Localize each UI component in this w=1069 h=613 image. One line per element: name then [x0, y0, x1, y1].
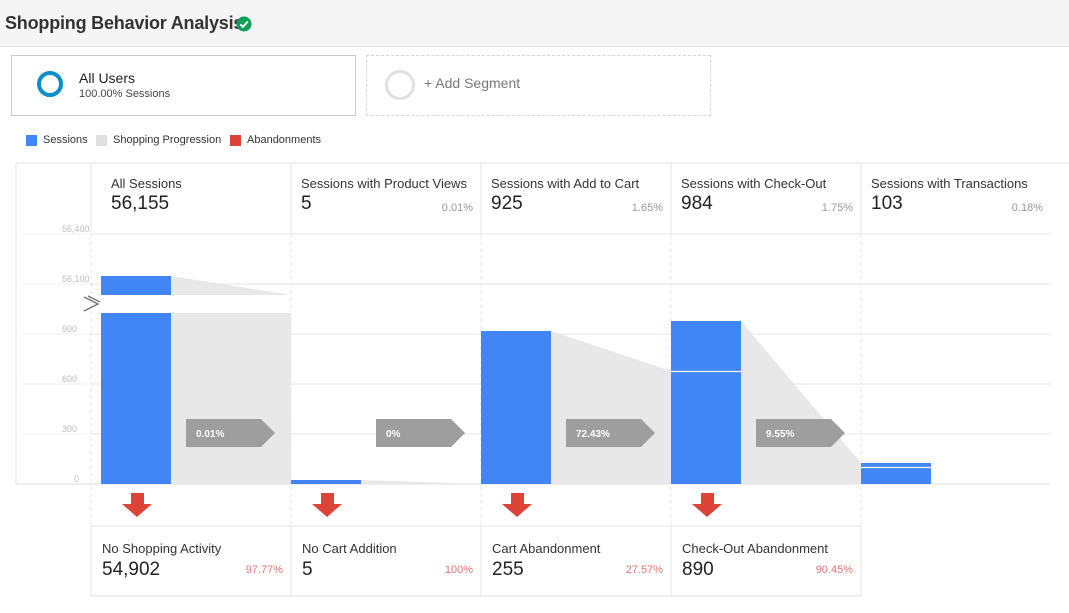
abandonment-label: No Cart Addition	[302, 541, 397, 556]
bar-check-out	[671, 321, 741, 484]
legend-progression-swatch	[96, 134, 107, 146]
abandonment-label: Cart Abandonment	[492, 541, 601, 556]
progression-arrow: 72.43%	[566, 419, 655, 447]
abandonment-arrow-icon	[312, 493, 342, 517]
legend-sessions: Sessions	[26, 134, 88, 146]
progression-rate: 9.55%	[766, 429, 794, 440]
y-tick-label: 600	[62, 374, 77, 384]
add-segment-label: + Add Segment	[424, 75, 521, 91]
legend-progression: Shopping Progression	[96, 134, 221, 146]
progression-arrow-shape	[566, 419, 655, 447]
bar-product-views	[291, 480, 361, 484]
abandonment-percent: 27.57%	[625, 564, 663, 576]
stage-label: Sessions with Add to Cart	[491, 176, 640, 191]
abandonment-arrow-icon	[502, 493, 532, 517]
stage-all-sessions[interactable]: All Sessions 56,155	[111, 176, 291, 215]
progression-area	[171, 313, 291, 484]
progression-arrow-shape	[186, 419, 275, 447]
y-tick-label: 300	[62, 424, 77, 434]
segment-ring-icon	[37, 71, 63, 97]
empty-segment-ring-icon	[385, 70, 415, 100]
progression-arrow-shape	[376, 419, 465, 447]
y-axis: 56,400 56,100 900 600 300 0	[62, 224, 90, 484]
stage-value: 56,155	[111, 193, 170, 214]
stage-label: Sessions with Transactions	[871, 176, 1028, 191]
stage-add-to-cart[interactable]: Sessions with Add to Cart 925 1.65%	[491, 176, 671, 215]
check-circle-icon	[236, 16, 252, 32]
progression-arrow-shape	[756, 419, 845, 447]
y-tick-label: 56,400	[62, 224, 90, 234]
progression-area	[171, 276, 291, 295]
abandonment-percent: 90.45%	[815, 564, 853, 576]
stage-percent: 0.18%	[1011, 202, 1043, 214]
abandonment-arrow-icon	[692, 493, 722, 517]
abandonment-label: No Shopping Activity	[102, 541, 222, 556]
y-tick-label: 0	[74, 474, 79, 484]
add-segment-button[interactable]: + Add Segment	[366, 55, 711, 116]
abandonment-value: 255	[492, 559, 524, 580]
stage-percent: 1.65%	[631, 202, 663, 214]
bar-add-to-cart	[481, 331, 551, 484]
stage-value: 103	[871, 193, 903, 214]
abandonment-no-shopping[interactable]: No Shopping Activity 54,902 97.77%	[91, 527, 291, 595]
abandonment-cart[interactable]: Cart Abandonment 255 27.57%	[481, 527, 671, 595]
stage-label: Sessions with Check-Out	[681, 176, 827, 191]
axis-break-icon	[83, 295, 101, 312]
stage-check-out[interactable]: Sessions with Check-Out 984 1.75%	[681, 176, 861, 215]
legend-abandonments: Abandonments	[230, 134, 321, 146]
abandonment-label: Check-Out Abandonment	[682, 541, 828, 556]
funnel-chart: 56,400 56,100 900 600 300 0 0.01% 0%	[15, 162, 1069, 597]
abandonment-value: 5	[302, 559, 313, 580]
stage-value: 925	[491, 193, 523, 214]
progression-area	[741, 321, 861, 484]
stage-value: 5	[301, 193, 312, 214]
y-tick-label: 900	[62, 324, 77, 334]
stage-transactions[interactable]: Sessions with Transactions 103 0.18%	[871, 176, 1051, 215]
legend-abandonments-label: Abandonments	[247, 134, 321, 146]
stage-label: Sessions with Product Views	[301, 176, 467, 191]
abandonment-value: 54,902	[102, 559, 161, 580]
abandonment-value: 890	[682, 559, 714, 580]
abandonment-no-cart[interactable]: No Cart Addition 5 100%	[291, 527, 481, 595]
progression-area	[361, 480, 481, 484]
segment-all-users[interactable]: All Users 100.00% Sessions	[11, 55, 356, 116]
abandonment-percent: 97.77%	[245, 564, 283, 576]
session-bars	[101, 276, 931, 484]
legend-progression-label: Shopping Progression	[113, 134, 222, 146]
stage-percent: 0.01%	[441, 202, 473, 214]
progression-area	[551, 331, 671, 484]
page-header: Shopping Behavior Analysis	[0, 0, 1069, 47]
progression-arrow: 9.55%	[756, 419, 845, 447]
bar-all-sessions	[101, 313, 171, 484]
abandonment-percent: 100%	[444, 564, 473, 576]
stage-product-views[interactable]: Sessions with Product Views 5 0.01%	[301, 176, 481, 215]
progression-arrow: 0%	[376, 419, 465, 447]
stage-percent: 1.75%	[821, 202, 853, 214]
page-title: Shopping Behavior Analysis	[5, 13, 244, 33]
abandonment-arrow-icon	[122, 493, 152, 517]
stage-value: 984	[681, 193, 713, 214]
legend-abandonments-swatch	[230, 134, 241, 146]
bar-all-sessions-top	[101, 276, 171, 295]
legend-sessions-label: Sessions	[43, 134, 88, 146]
abandonment-check-out[interactable]: Check-Out Abandonment 890 90.45%	[671, 527, 861, 595]
stage-label: All Sessions	[111, 176, 182, 191]
bar-transactions	[861, 463, 931, 484]
segment-sessions: 100.00% Sessions	[79, 88, 171, 100]
progression-rate: 0.01%	[196, 429, 224, 440]
y-tick-label: 56,100	[62, 274, 90, 284]
legend-sessions-swatch	[26, 134, 37, 146]
progression-rate: 72.43%	[576, 429, 610, 440]
progression-arrow: 0.01%	[186, 419, 275, 447]
segment-name: All Users	[79, 70, 136, 86]
abandonment-borders	[90, 525, 862, 597]
progression-rate: 0%	[386, 429, 401, 440]
